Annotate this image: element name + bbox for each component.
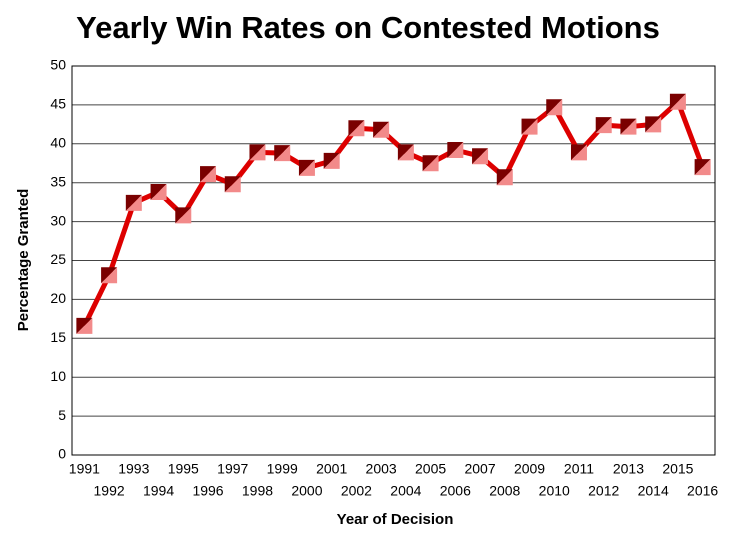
y-axis-label: Percentage Granted (15, 189, 32, 332)
data-point (670, 94, 686, 110)
x-tick-label: 2013 (613, 461, 644, 477)
data-point (373, 122, 389, 138)
x-axis-label: Year of Decision (337, 511, 454, 528)
y-tick-label: 30 (50, 212, 66, 228)
x-tick-label: 2015 (662, 461, 693, 477)
data-point (596, 117, 612, 133)
x-tick-label: 2004 (390, 483, 421, 499)
data-point (497, 169, 513, 185)
y-tick-label: 10 (50, 368, 66, 384)
x-tick-label: 1998 (242, 483, 273, 499)
x-tick-label: 2001 (316, 461, 347, 477)
x-tick-label: 2007 (464, 461, 495, 477)
data-point (101, 267, 117, 283)
x-tick-label: 1995 (168, 461, 199, 477)
data-point (447, 142, 463, 158)
x-tick-label: 2002 (341, 483, 372, 499)
y-tick-label: 15 (50, 329, 66, 345)
data-point (126, 195, 142, 211)
x-tick-label: 1996 (192, 483, 223, 499)
y-tick-label: 25 (50, 251, 66, 267)
data-point (76, 318, 92, 334)
x-tick-label: 1999 (267, 461, 298, 477)
data-point (151, 184, 167, 200)
data-point (472, 148, 488, 164)
x-tick-label: 1992 (94, 483, 125, 499)
x-tick-label: 2011 (564, 461, 594, 477)
y-tick-label: 50 (50, 57, 66, 73)
data-point (274, 145, 290, 161)
x-tick-label: 2003 (366, 461, 397, 477)
x-tick-label: 2012 (588, 483, 619, 499)
data-point (175, 207, 191, 223)
data-point (695, 159, 711, 175)
x-tick-label: 2016 (687, 483, 718, 499)
data-point (225, 176, 241, 192)
data-point (324, 153, 340, 169)
y-tick-label: 35 (50, 173, 66, 189)
data-point (645, 116, 661, 132)
x-tick-label: 1994 (143, 483, 174, 499)
data-point (200, 166, 216, 182)
data-point (423, 155, 439, 171)
x-tick-label: 1997 (217, 461, 248, 477)
y-tick-label: 20 (50, 290, 66, 306)
data-point (348, 120, 364, 136)
chart-title: Yearly Win Rates on Contested Motions (76, 10, 660, 45)
x-tick-label: 2009 (514, 461, 545, 477)
y-tick-label: 45 (50, 96, 66, 112)
x-tick-label: 2000 (291, 483, 322, 499)
y-tick-label: 0 (58, 446, 66, 462)
data-point (249, 144, 265, 160)
x-tick-label: 1993 (118, 461, 149, 477)
x-tick-label: 2014 (638, 483, 669, 499)
x-tick-label: 2005 (415, 461, 446, 477)
x-tick-label: 2006 (440, 483, 471, 499)
data-point (299, 160, 315, 176)
data-point (522, 119, 538, 135)
x-tick-label: 2008 (489, 483, 520, 499)
data-point (620, 119, 636, 135)
x-tick-label: 2010 (539, 483, 570, 499)
y-tick-label: 40 (50, 135, 66, 151)
x-tick-label: 1991 (69, 461, 100, 477)
data-point (398, 144, 414, 160)
data-point (571, 144, 587, 160)
y-tick-label: 5 (58, 407, 66, 423)
data-point (546, 99, 562, 115)
